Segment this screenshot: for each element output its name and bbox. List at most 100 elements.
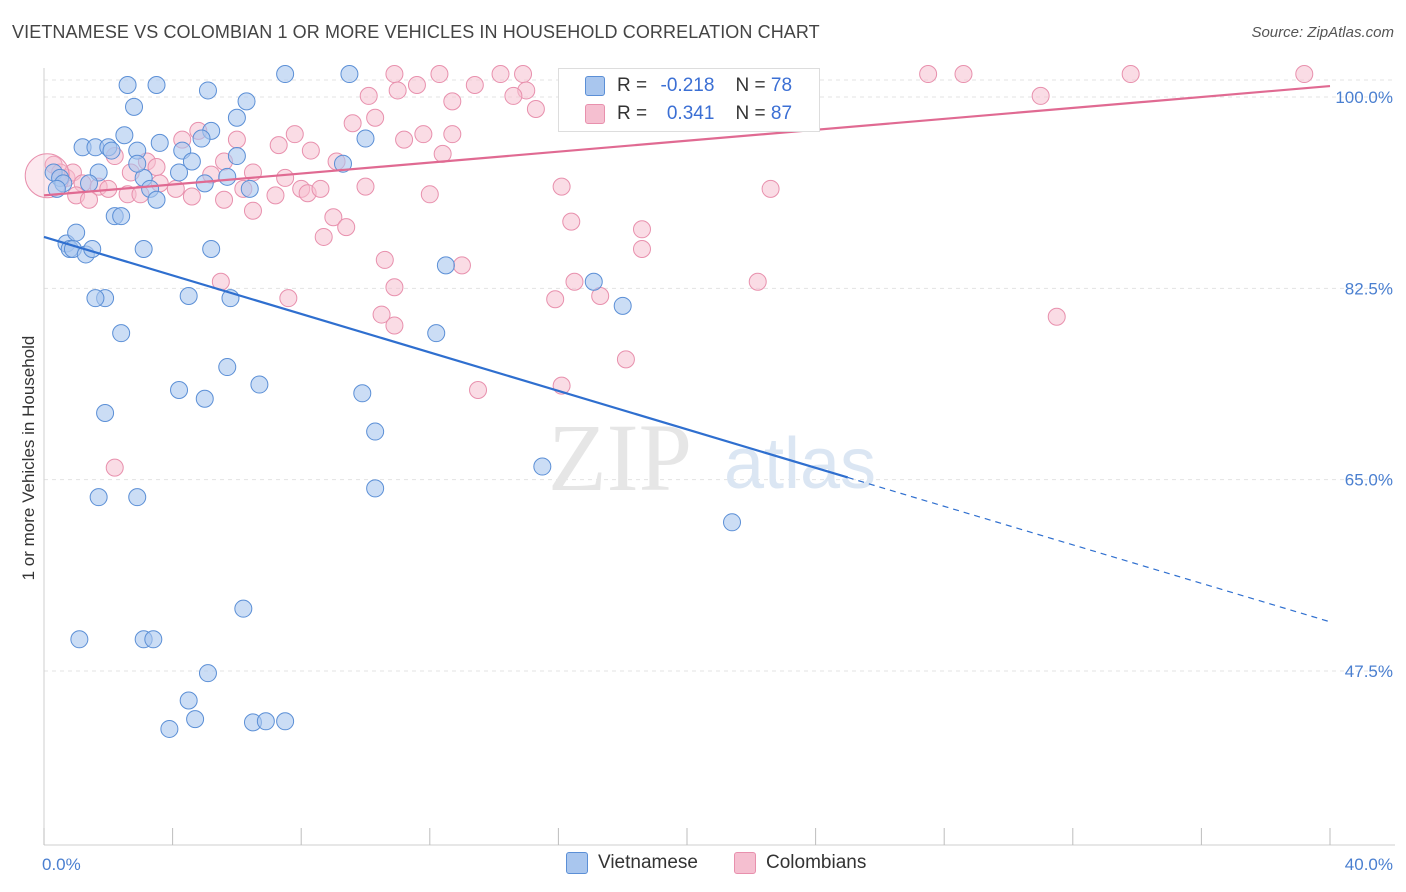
- vietnamese-point: [234, 599, 253, 618]
- legend-item-vietnamese[interactable]: Vietnamese: [566, 852, 698, 874]
- vietnamese-point: [613, 296, 632, 315]
- y-axis-label: 1 or more Vehicles in Household: [19, 336, 38, 581]
- colombians-point: [616, 350, 635, 369]
- n-label: N =: [735, 103, 766, 124]
- colombians-point: [385, 65, 404, 84]
- colombians-point: [414, 125, 433, 144]
- vietnamese-point: [179, 286, 198, 305]
- vietnamese-point: [150, 133, 169, 152]
- vietnamese-point: [96, 403, 115, 422]
- colombians-point: [395, 130, 414, 149]
- colombians-point: [430, 65, 449, 84]
- colombians-point: [359, 86, 378, 105]
- colombians-point: [465, 75, 484, 94]
- vietnamese-point: [356, 129, 375, 148]
- colombians-point: [243, 201, 262, 220]
- vietnamese-point: [202, 239, 221, 258]
- vietnamese-point: [160, 719, 179, 738]
- colombians-point: [385, 278, 404, 297]
- r-label: R =: [617, 75, 648, 96]
- colombians-point: [407, 75, 426, 94]
- colombians-point: [1031, 86, 1050, 105]
- colombians-point: [215, 190, 234, 209]
- colombians-point: [491, 65, 510, 84]
- vietnamese-point: [128, 154, 147, 173]
- vietnamese-point: [86, 289, 105, 308]
- vietnamese-point: [250, 375, 269, 394]
- colombians-point: [105, 458, 124, 477]
- colombians-point: [356, 177, 375, 196]
- vietnamese-point: [723, 513, 742, 532]
- vietnamese-point: [134, 239, 153, 258]
- watermark-zip: ZIP: [548, 404, 692, 511]
- colombians-point: [433, 144, 452, 163]
- colombians-point: [504, 86, 523, 105]
- vietnamese-point: [112, 324, 131, 343]
- colombians-point: [420, 185, 439, 204]
- vietnamese-point: [70, 630, 89, 649]
- colombians-point: [514, 65, 533, 84]
- colombians-point: [469, 381, 488, 400]
- colombians-point: [954, 65, 973, 84]
- legend-label-vietnamese: Vietnamese: [598, 852, 698, 873]
- vietnamese-point: [170, 163, 189, 182]
- n-value: 87: [770, 103, 793, 124]
- vietnamese-point: [89, 488, 108, 507]
- colombians-point: [276, 168, 295, 187]
- vietnamese-point: [192, 129, 211, 148]
- vietnamese-trend-extension: [847, 476, 1331, 623]
- vietnamese-point: [179, 691, 198, 710]
- vietnamese-point: [276, 712, 295, 731]
- n-label: N =: [735, 75, 766, 96]
- vietnamese-point: [533, 457, 552, 476]
- vietnamese-point: [128, 488, 147, 507]
- trend-lines: [43, 84, 1331, 623]
- vietnamese-point: [340, 65, 359, 84]
- colombians-point: [1047, 307, 1066, 326]
- y-tick-label: 47.5%: [1345, 662, 1393, 681]
- colombians-point: [1121, 65, 1140, 84]
- vietnamese-point: [256, 712, 275, 731]
- vietnamese-point: [147, 75, 166, 94]
- colombians-point: [761, 179, 780, 198]
- colombians-point: [375, 250, 394, 269]
- vietnamese-point: [227, 108, 246, 127]
- colombians-point: [565, 272, 584, 291]
- colombians-point: [632, 239, 651, 258]
- legend-label-colombians: Colombians: [766, 852, 867, 873]
- vietnamese-point: [195, 174, 214, 193]
- vietnamese-point: [147, 190, 166, 209]
- vietnamese-point: [198, 81, 217, 100]
- colombians-point: [301, 141, 320, 160]
- colombians-point: [1295, 65, 1314, 84]
- r-value: 0.341: [666, 103, 715, 124]
- colombians-point: [526, 100, 545, 119]
- colombians-point: [452, 256, 471, 275]
- legend-item-colombians[interactable]: Colombians: [734, 852, 866, 874]
- source-label: Source: ZipAtlas.com: [1251, 24, 1394, 41]
- colombians-point: [285, 125, 304, 144]
- vietnamese-point: [144, 630, 163, 649]
- vietnamese-point: [67, 223, 86, 242]
- vietnamese-point: [353, 384, 372, 403]
- colombians-point: [748, 272, 767, 291]
- r-label: R =: [617, 103, 648, 124]
- colombians-point: [546, 290, 565, 309]
- vietnamese-point: [112, 207, 131, 226]
- vietnamese-point: [427, 324, 446, 343]
- vietnamese-point: [102, 141, 121, 160]
- colombians-point: [388, 81, 407, 100]
- vietnamese-point: [584, 272, 603, 291]
- legend-row-colombians: R = 0.341 N = 87: [585, 103, 792, 125]
- r-value: -0.218: [660, 75, 715, 96]
- series-legend: Vietnamese Colombians: [0, 852, 1406, 878]
- colombians-point: [311, 179, 330, 198]
- vietnamese-point: [366, 479, 385, 498]
- colombians-point: [337, 218, 356, 237]
- y-tick-label: 100.0%: [1335, 88, 1393, 107]
- vietnamese-point: [237, 92, 256, 111]
- vietnamese-point: [333, 154, 352, 173]
- y-tick-label: 82.5%: [1345, 279, 1393, 298]
- vietnamese-point: [186, 710, 205, 729]
